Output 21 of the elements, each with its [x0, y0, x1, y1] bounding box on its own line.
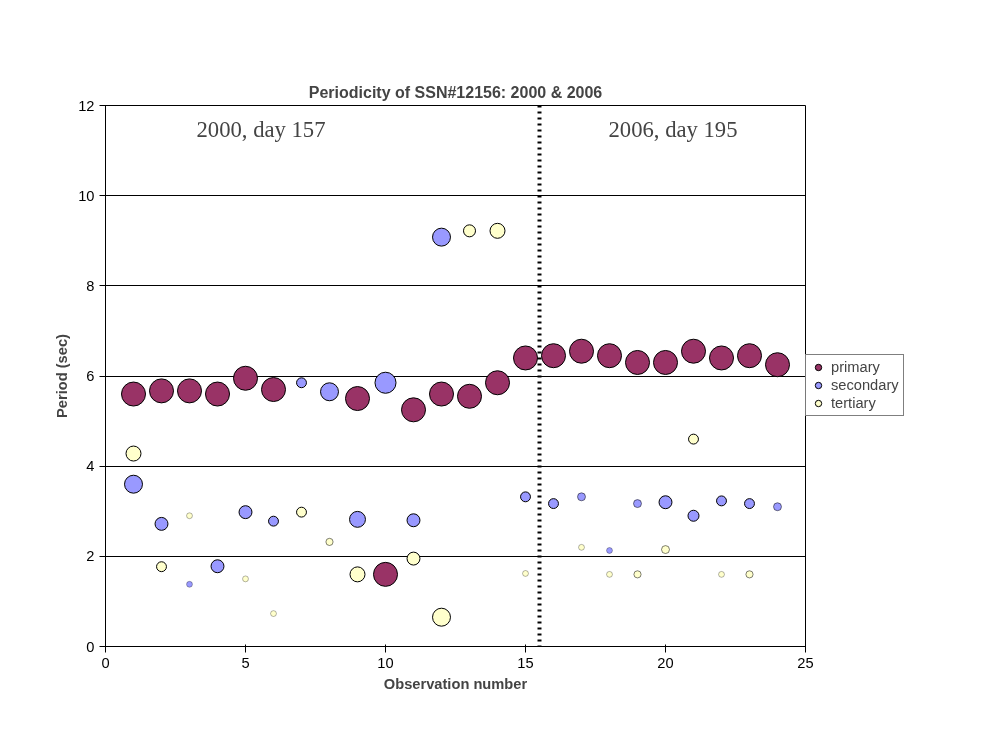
y-tick-label: 8 — [86, 277, 95, 294]
legend-label: tertiary — [831, 395, 876, 411]
x-tick-label: 0 — [101, 654, 110, 671]
y-tick-label: 6 — [86, 368, 95, 384]
x-tick-label: 15 — [517, 654, 534, 671]
y-tick-label: 10 — [78, 187, 95, 204]
x-tick-label: 20 — [657, 654, 674, 671]
y-tick-label: 2 — [86, 548, 95, 565]
annotation: 2000, day 157 — [196, 116, 326, 142]
y-axis-title: Period (sec) — [54, 333, 71, 418]
x-tick-label: 5 — [241, 654, 250, 671]
chart-title: Periodicity of SSN#12156: 2000 & 2006 — [308, 83, 603, 101]
legend-label: secondary — [831, 377, 899, 393]
legend-label: primary — [831, 359, 880, 375]
x-tick-label: 10 — [377, 654, 394, 671]
annotation: 2006, day 195 — [608, 116, 738, 142]
y-tick-label: 12 — [78, 97, 95, 114]
y-tick-label: 4 — [86, 458, 95, 475]
y-tick-label: 0 — [86, 638, 95, 655]
x-tick-label: 25 — [797, 654, 814, 671]
x-axis-title: Observation number — [383, 675, 528, 692]
